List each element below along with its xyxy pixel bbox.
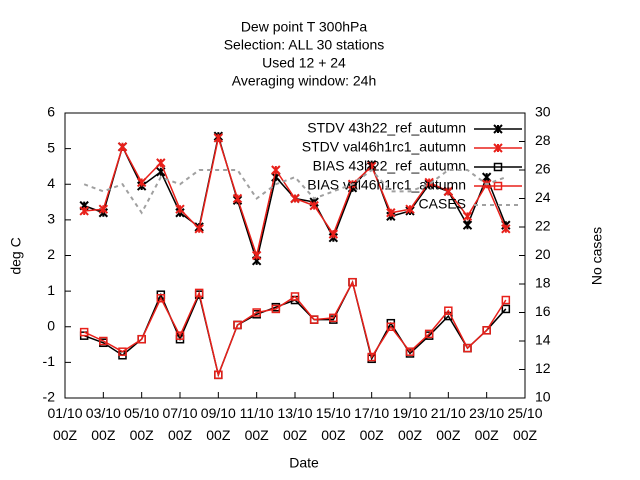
point-marker (232, 193, 243, 204)
x-tick-label: 05/10 00Z (124, 405, 159, 443)
point-marker (386, 208, 396, 218)
point-marker (462, 211, 473, 222)
x-tick-label: 19/10 00Z (392, 405, 427, 443)
point-marker (156, 294, 166, 303)
y-tick-label: 2 (47, 246, 55, 262)
point-marker (290, 193, 300, 204)
point-marker (156, 158, 166, 168)
point-marker (214, 370, 223, 380)
point-marker (290, 292, 300, 301)
point-marker (501, 224, 511, 234)
point-marker (99, 336, 108, 346)
legend-label: BIAS 43h22_ref_autumn (313, 158, 466, 174)
point-marker (175, 204, 185, 214)
y2-tick-label: 26 (535, 161, 551, 177)
point-marker (194, 288, 204, 298)
y-tick-label: 4 (47, 175, 55, 191)
x-tick-label: 15/10 00Z (316, 405, 351, 443)
point-marker (367, 352, 376, 362)
point-marker (98, 204, 109, 214)
point-marker (424, 177, 434, 188)
point-marker (328, 229, 339, 239)
point-marker (443, 186, 454, 197)
point-marker (424, 329, 434, 339)
legend-marker (493, 181, 503, 191)
point-marker (252, 308, 261, 317)
y-tick-label: 6 (47, 104, 55, 120)
point-marker (79, 206, 89, 216)
y2-tick-label: 18 (535, 275, 551, 291)
legend-marker (493, 124, 503, 134)
y2-tick-label: 12 (535, 360, 551, 376)
legend-marker (493, 143, 503, 153)
y-tick-label: 3 (47, 211, 55, 227)
point-marker (405, 347, 415, 356)
y-tick-label: -2 (43, 389, 56, 405)
chart-title: Averaging window: 24h (232, 73, 377, 89)
point-marker (309, 315, 319, 324)
point-marker (462, 220, 473, 230)
y2-tick-label: 28 (535, 132, 551, 148)
point-marker (329, 313, 338, 323)
x-tick-label: 07/10 00Z (162, 405, 197, 443)
legend-marker (493, 162, 503, 172)
y-tick-label: 5 (47, 139, 55, 155)
y2-tick-label: 16 (535, 303, 551, 319)
point-marker (213, 133, 224, 143)
point-marker (271, 304, 281, 314)
point-marker (309, 200, 319, 211)
series-line (83, 280, 507, 378)
y2-tick-label: 20 (535, 246, 551, 262)
y-tick-label: 0 (47, 317, 55, 333)
point-marker (348, 277, 357, 287)
x-tick-label: 11/10 00Z (240, 405, 274, 443)
x-tick-label: 17/10 00Z (354, 405, 389, 443)
y2-tick-label: 24 (535, 189, 551, 205)
x-tick-label: 23/10 00Z (469, 405, 504, 443)
point-marker (463, 343, 472, 353)
y-tick-label: -1 (43, 353, 56, 369)
legend-label: STDV val46h1rc1_autumn (302, 139, 466, 155)
y-tick-label: 1 (47, 282, 55, 298)
chart-title: Dew point T 300hPa (241, 19, 368, 35)
y2-axis-label: No cases (589, 227, 605, 285)
point-marker (137, 334, 146, 344)
y2-tick-label: 14 (535, 332, 551, 348)
x-tick-label: 13/10 00Z (277, 405, 312, 443)
x-tick-label: 01/10 00Z (47, 405, 82, 443)
point-marker (117, 142, 128, 152)
point-marker (501, 295, 511, 305)
point-marker (444, 306, 453, 315)
y-axis-label: deg C (8, 237, 24, 274)
point-marker (118, 347, 127, 356)
point-marker (482, 326, 491, 335)
point-marker (136, 177, 147, 188)
x-tick-label: 25/10 00Z (507, 405, 542, 443)
legend-label: STDV 43h22_ref_autumn (307, 120, 466, 136)
point-marker (233, 320, 242, 330)
point-marker (501, 304, 511, 314)
point-marker (175, 331, 185, 340)
legend-label: BIAS val46h1rc1_autumn (307, 177, 466, 193)
x-tick-label: 09/10 00Z (201, 405, 236, 443)
x-tick-label: 03/10 00Z (86, 405, 121, 443)
legend-label: CASES (419, 196, 466, 212)
x-axis-label: Date (289, 455, 319, 471)
point-marker (79, 327, 89, 337)
y2-tick-label: 30 (535, 104, 551, 120)
point-marker (405, 204, 415, 214)
point-marker (194, 224, 204, 234)
point-marker (251, 250, 262, 261)
y2-tick-label: 10 (535, 389, 551, 405)
point-marker (386, 322, 396, 331)
chart-title: Selection: ALL 30 stations (224, 37, 385, 53)
point-marker (271, 165, 281, 175)
chart-title: Used 12 + 24 (262, 55, 346, 71)
x-tick-label: 21/10 00Z (431, 405, 466, 443)
point-marker (481, 172, 492, 182)
y2-tick-label: 22 (535, 218, 551, 234)
